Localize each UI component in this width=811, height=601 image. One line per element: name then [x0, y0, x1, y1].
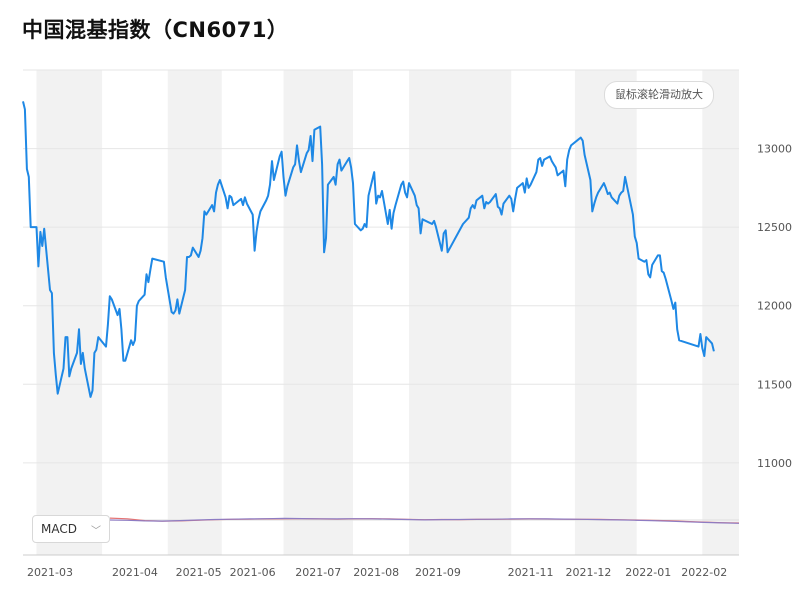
macd-line-1 — [109, 517, 740, 524]
x-tick-label-4: 2021-07 — [295, 566, 341, 579]
gridlines — [23, 69, 739, 556]
period-band-0 — [36, 70, 103, 555]
period-band-5 — [702, 70, 739, 555]
macd-panel — [109, 517, 740, 524]
indicator-select-value: MACD — [41, 522, 77, 536]
chevron-down-icon: ﹀ — [91, 526, 101, 537]
x-tick-label-8: 2021-12 — [565, 566, 611, 579]
x-tick-label-0: 2021-03 — [27, 566, 73, 579]
x-tick-label-6: 2021-09 — [415, 566, 461, 579]
series-layer — [22, 101, 715, 398]
y-tick-label-2: 12000 — [757, 300, 792, 313]
x-tick-label-7: 2021-11 — [508, 566, 554, 579]
period-band-2 — [283, 70, 354, 555]
period-band-1 — [167, 70, 222, 555]
zoom-hint: 鼠标滚轮滑动放大 — [604, 81, 714, 109]
series-line-0 — [22, 101, 715, 398]
y-tick-label-1: 11500 — [757, 378, 792, 391]
page-title: 中国混基指数（CN6071） — [22, 18, 289, 42]
x-tick-label-10: 2022-02 — [681, 566, 727, 579]
y-tick-label-3: 12500 — [757, 221, 792, 234]
period-band-4 — [574, 70, 637, 555]
x-tick-label-5: 2021-08 — [353, 566, 399, 579]
x-tick-label-9: 2022-01 — [625, 566, 671, 579]
x-tick-label-2: 2021-05 — [176, 566, 222, 579]
x-axis-ticks: 2021-03 2021-04 2021-05 2021-06 2021-07 2021-… — [27, 566, 727, 579]
period-bands — [36, 70, 739, 555]
y-tick-label-4: 13000 — [757, 143, 792, 156]
x-tick-label-1: 2021-04 — [112, 566, 158, 579]
indicator-select[interactable]: MACD ﹀ — [32, 515, 110, 543]
x-tick-label-3: 2021-06 — [230, 566, 276, 579]
y-axis-ticks: 11000 11500 12000 12500 13000 — [757, 143, 792, 470]
y-tick-label-0: 11000 — [757, 457, 792, 470]
period-band-3 — [408, 70, 512, 555]
